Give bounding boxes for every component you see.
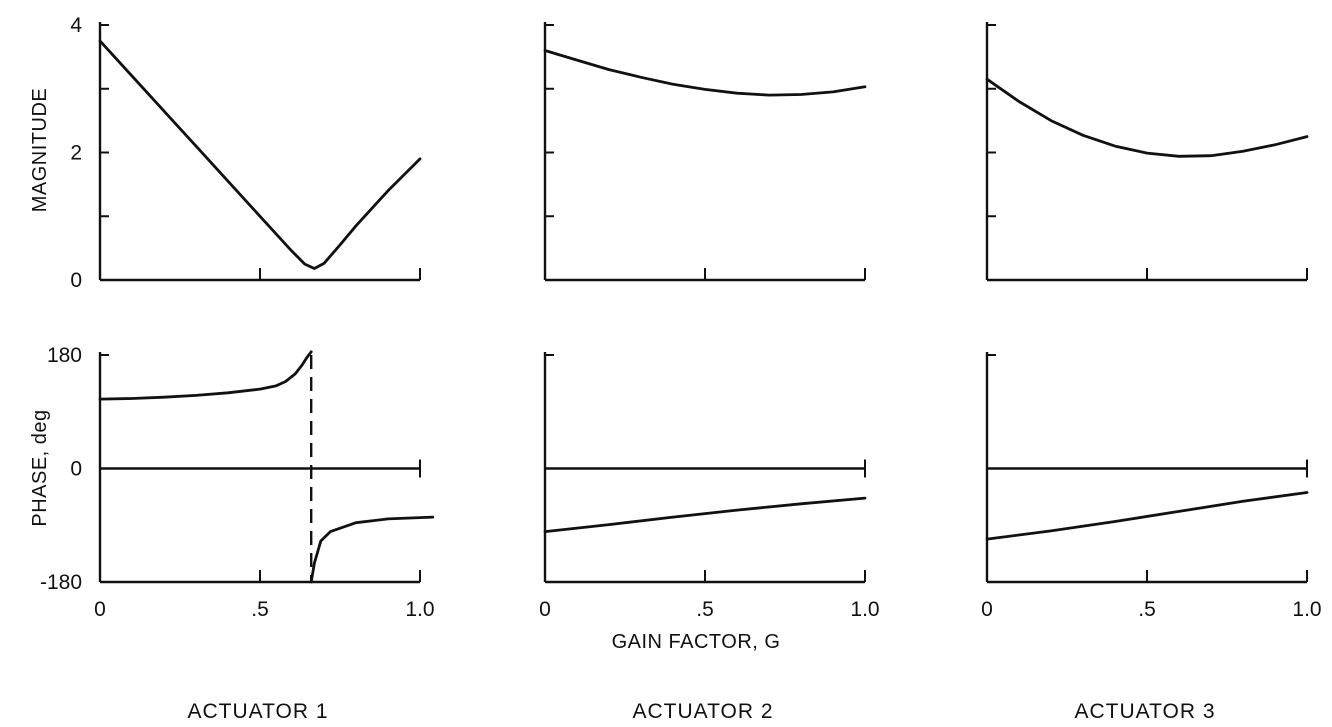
chart-1-phase: -180 0 180 0 .5 1.0 ACTUATOR 1	[40, 344, 435, 723]
chart-3-phase-xtick-label: 1.0	[1292, 598, 1321, 621]
chart-2-phase: 0 .5 1.0 ACTUATOR 2	[539, 352, 880, 723]
chart-2-phase-xtick-label: 0	[539, 598, 551, 621]
chart-2-phase-xtick-label: .5	[696, 598, 714, 621]
chart-2-magnitude	[543, 22, 867, 282]
chart-3-phase-xtick-label: 0	[981, 598, 993, 621]
chart-1-magnitude-series-1	[98, 39, 422, 270]
chart-3-phase-series-1	[985, 491, 1309, 541]
chart-2-magnitude-series-1	[543, 49, 867, 97]
chart-1-phase-ytick-label: 180	[47, 344, 82, 367]
chart-1-magnitude: 0 2 4	[70, 14, 422, 292]
chart-1-phase-ytick-label: 0	[70, 458, 82, 481]
chart-1-magnitude-ytick-label: 0	[70, 269, 82, 292]
xlabel: GAIN FACTOR, G	[612, 631, 781, 653]
chart-3-magnitude	[985, 22, 1309, 282]
chart-2-phase-xtick-label: 1.0	[850, 598, 879, 621]
panels: 0 2 4 -180 0 180 0 .5 1.0 ACTUATOR 1 0 .5 1.0 ACTUATO…	[40, 14, 1322, 723]
chart-3-phase-xtick-label: .5	[1138, 598, 1156, 621]
chart-1-phase-series-2	[309, 515, 435, 584]
chart-2-phase-series-1	[543, 496, 867, 533]
chart-1-phase-series-1	[98, 350, 313, 401]
chart-1-magnitude-ytick-label: 4	[70, 14, 82, 37]
phase-ylabel: PHASE, deg	[29, 409, 51, 526]
actuator-1-title: ACTUATOR 1	[187, 700, 328, 723]
chart-1-phase-ytick-label: -180	[40, 571, 82, 594]
magnitude-ylabel: MAGNITUDE	[29, 88, 51, 213]
actuator-2-title: ACTUATOR 2	[632, 700, 773, 723]
chart-1-magnitude-ytick-label: 2	[70, 142, 82, 165]
actuator-3-title: ACTUATOR 3	[1074, 700, 1215, 723]
chart-1-phase-xtick-label: .5	[251, 598, 269, 621]
chart-3-magnitude-series-1	[985, 77, 1309, 158]
chart-1-phase-xtick-label: 0	[94, 598, 106, 621]
chart-3-phase: 0 .5 1.0 ACTUATOR 3	[981, 352, 1322, 723]
chart-1-phase-xtick-label: 1.0	[405, 598, 434, 621]
